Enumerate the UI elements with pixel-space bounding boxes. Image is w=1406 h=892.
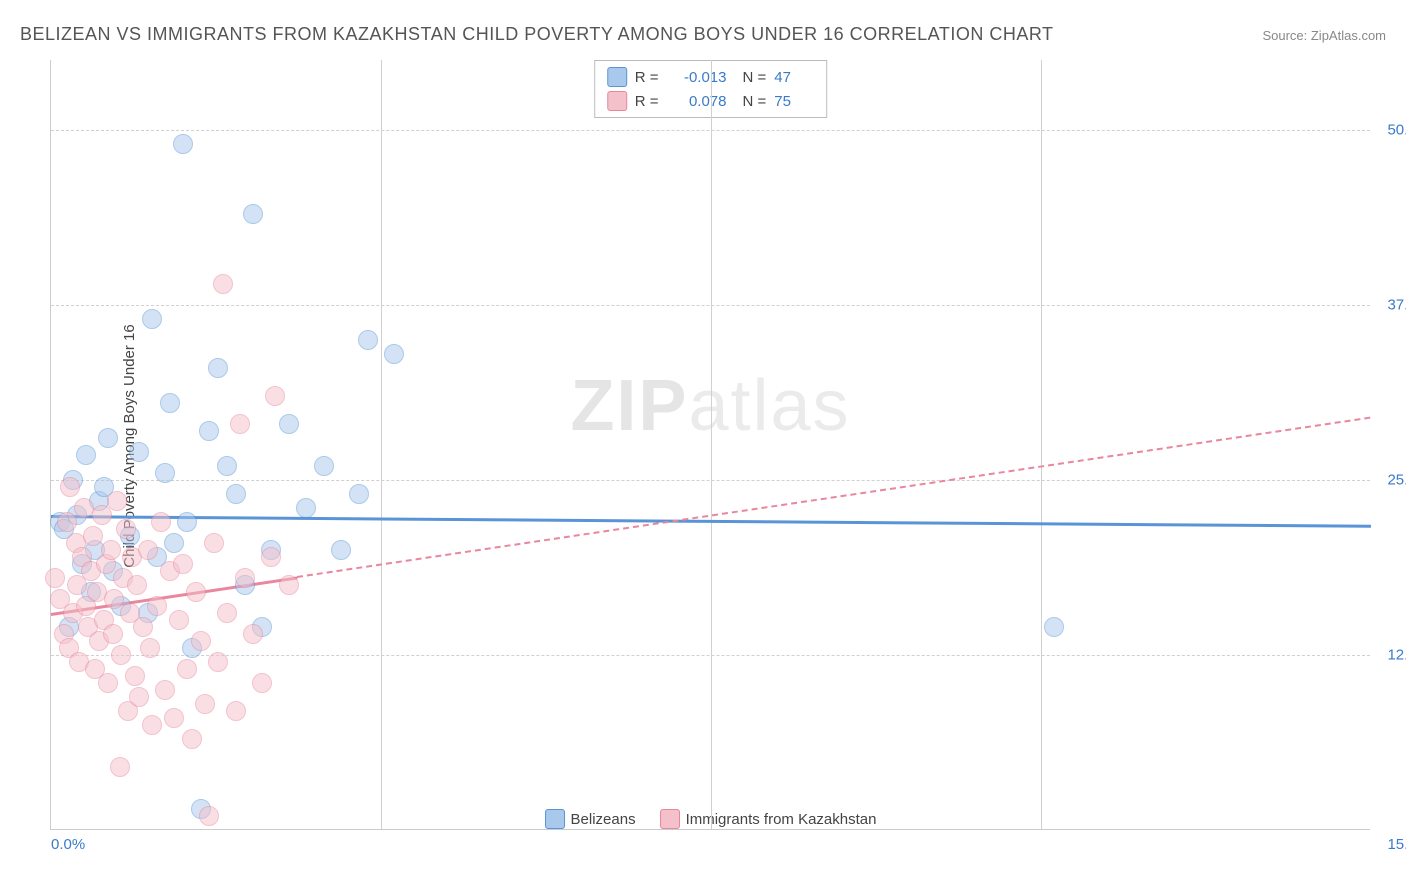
data-point	[107, 491, 127, 511]
chart-area: ZIPatlas R =-0.013N =47R =0.078N =75 Bel…	[50, 60, 1370, 830]
data-point	[142, 309, 162, 329]
data-point	[155, 463, 175, 483]
data-point	[384, 344, 404, 364]
data-point	[147, 596, 167, 616]
gridline-vertical	[711, 60, 712, 829]
x-tick-label: 0.0%	[51, 836, 85, 853]
data-point	[111, 645, 131, 665]
data-point	[226, 701, 246, 721]
data-point	[208, 652, 228, 672]
scatter-plot: ZIPatlas R =-0.013N =47R =0.078N =75 Bel…	[50, 60, 1370, 830]
data-point	[116, 519, 136, 539]
data-point	[177, 512, 197, 532]
data-point	[138, 540, 158, 560]
data-point	[110, 757, 130, 777]
chart-title: BELIZEAN VS IMMIGRANTS FROM KAZAKHSTAN C…	[20, 24, 1054, 45]
data-point	[279, 575, 299, 595]
data-point	[243, 624, 263, 644]
legend-swatch	[660, 809, 680, 829]
data-point	[252, 673, 272, 693]
data-point	[76, 445, 96, 465]
legend-label: Belizeans	[571, 811, 636, 828]
legend-swatch	[607, 91, 627, 111]
data-point	[191, 631, 211, 651]
data-point	[169, 610, 189, 630]
legend-swatch	[545, 809, 565, 829]
data-point	[296, 498, 316, 518]
stat-n-label: N =	[743, 93, 767, 110]
data-point	[129, 687, 149, 707]
stat-n-label: N =	[743, 69, 767, 86]
data-point	[164, 708, 184, 728]
data-point	[204, 533, 224, 553]
stat-r-label: R =	[635, 93, 659, 110]
data-point	[57, 512, 77, 532]
stat-r-value: 0.078	[667, 93, 727, 110]
data-point	[213, 274, 233, 294]
data-point	[182, 729, 202, 749]
data-point	[186, 582, 206, 602]
data-point	[235, 568, 255, 588]
data-point	[265, 386, 285, 406]
data-point	[279, 414, 299, 434]
y-tick-label: 12.5%	[1387, 647, 1406, 664]
x-tick-label: 15.0%	[1387, 836, 1406, 853]
data-point	[60, 477, 80, 497]
data-point	[142, 715, 162, 735]
data-point	[243, 204, 263, 224]
y-tick-label: 25.0%	[1387, 472, 1406, 489]
trend-line	[297, 417, 1371, 578]
gridline-vertical	[381, 60, 382, 829]
data-point	[331, 540, 351, 560]
legend-item: Belizeans	[545, 809, 636, 829]
data-point	[208, 358, 228, 378]
data-point	[160, 393, 180, 413]
data-point	[230, 414, 250, 434]
data-point	[98, 673, 118, 693]
data-point	[199, 806, 219, 826]
stat-n-value: 75	[774, 93, 814, 110]
data-point	[195, 694, 215, 714]
data-point	[226, 484, 246, 504]
legend-label: Immigrants from Kazakhstan	[686, 811, 877, 828]
data-point	[217, 603, 237, 623]
y-tick-label: 50.0%	[1387, 122, 1406, 139]
data-point	[127, 575, 147, 595]
data-point	[217, 456, 237, 476]
data-point	[140, 638, 160, 658]
data-point	[314, 456, 334, 476]
data-point	[101, 540, 121, 560]
data-point	[164, 533, 184, 553]
stat-r-label: R =	[635, 69, 659, 86]
data-point	[177, 659, 197, 679]
legend-swatch	[607, 67, 627, 87]
stat-n-value: 47	[774, 69, 814, 86]
data-point	[98, 428, 118, 448]
gridline-vertical	[1041, 60, 1042, 829]
data-point	[261, 547, 281, 567]
data-point	[349, 484, 369, 504]
data-point	[45, 568, 65, 588]
data-point	[173, 134, 193, 154]
data-point	[103, 624, 123, 644]
data-point	[83, 526, 103, 546]
data-point	[1044, 617, 1064, 637]
data-point	[358, 330, 378, 350]
data-point	[129, 442, 149, 462]
y-tick-label: 37.5%	[1387, 297, 1406, 314]
data-point	[133, 617, 153, 637]
data-point	[199, 421, 219, 441]
data-point	[173, 554, 193, 574]
data-point	[155, 680, 175, 700]
data-point	[125, 666, 145, 686]
source-attribution: Source: ZipAtlas.com	[1262, 28, 1386, 43]
legend-item: Immigrants from Kazakhstan	[660, 809, 877, 829]
stat-r-value: -0.013	[667, 69, 727, 86]
data-point	[151, 512, 171, 532]
